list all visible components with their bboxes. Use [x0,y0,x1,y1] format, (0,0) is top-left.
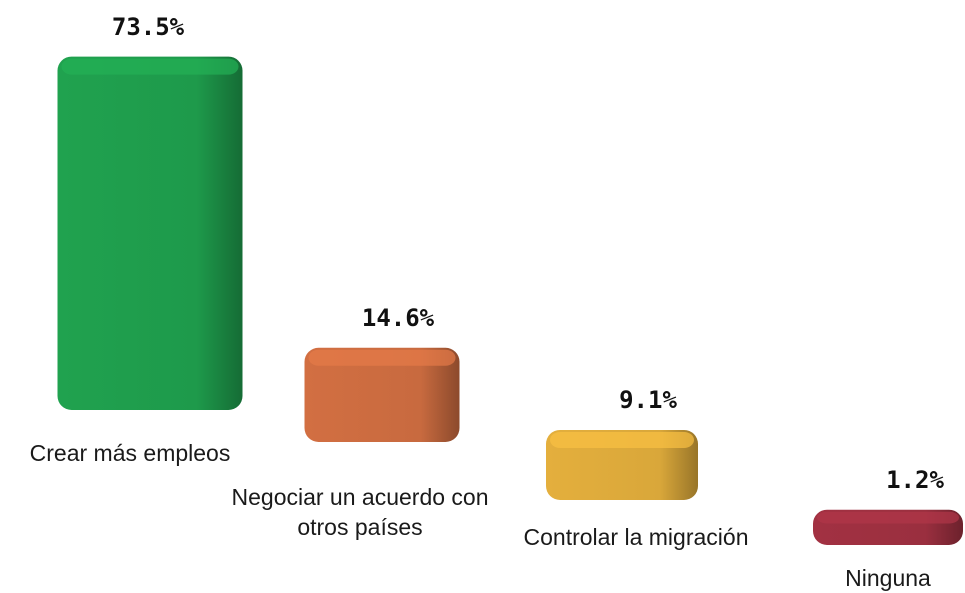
category-label: Crear más empleos [29,440,231,466]
bar-top [817,511,959,524]
category-label: Controlar la migración [523,524,749,550]
value-label: 1.2% [886,465,944,494]
value-label: 9.1% [619,385,677,414]
bar-top [550,431,694,448]
value-label: 14.6% [361,303,435,332]
category-label: Ninguna [845,565,931,591]
value-label: 73.5% [111,12,185,41]
bar [57,56,243,410]
bar-top [308,349,456,366]
bar-top [61,58,239,75]
bar [304,347,460,442]
category-label: Negociar un acuerdo con otros países [231,484,489,540]
